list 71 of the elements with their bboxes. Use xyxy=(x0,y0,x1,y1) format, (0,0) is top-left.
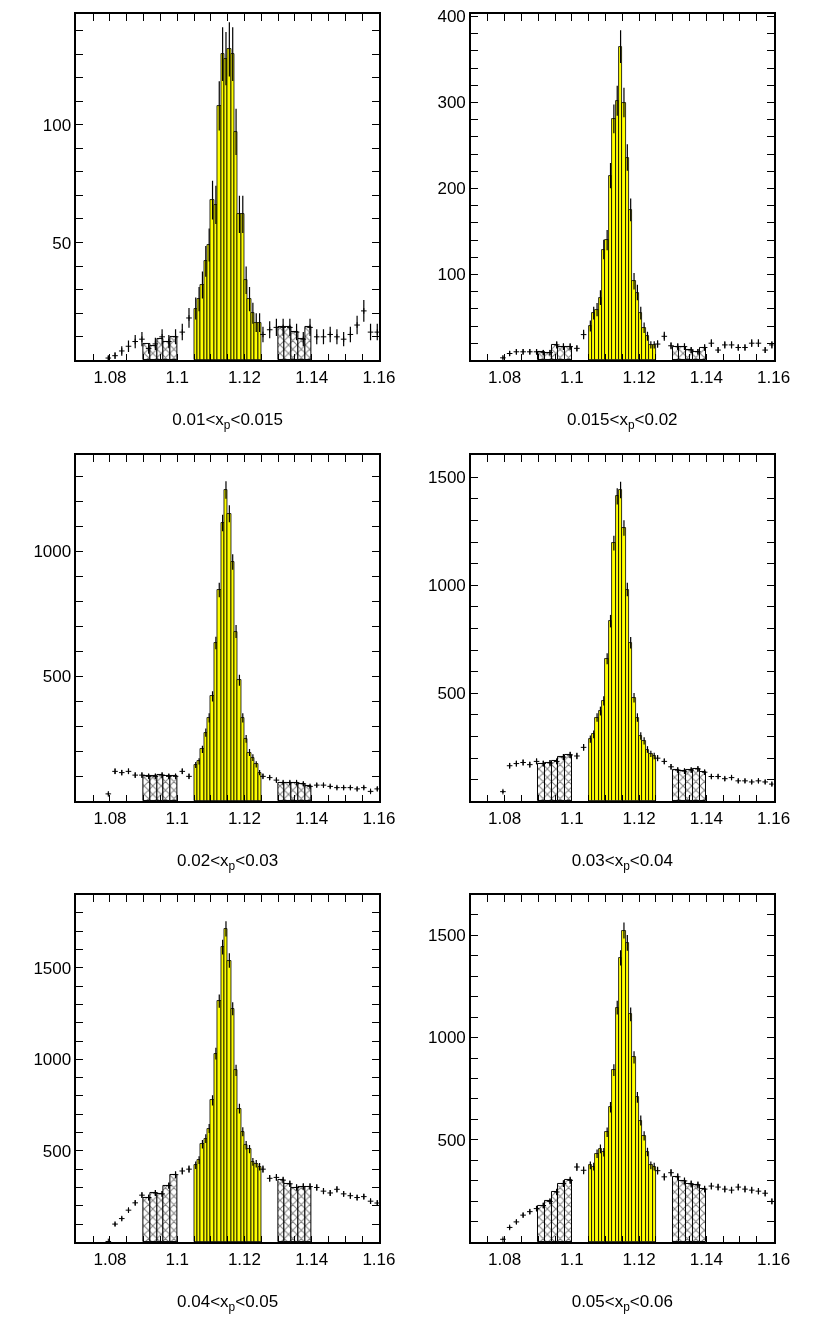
y-tick-label: 500 xyxy=(42,667,72,687)
x-tick-label: 1.16 xyxy=(757,1249,791,1269)
point xyxy=(286,324,294,331)
point xyxy=(266,326,273,334)
point xyxy=(279,324,287,331)
y-tick-label: 400 xyxy=(437,7,466,27)
x-tick-label: 1.08 xyxy=(488,808,522,828)
y-tick-label: 300 xyxy=(437,93,466,113)
x-tick-label: 1.16 xyxy=(362,1249,396,1269)
x-tick-label: 1.1 xyxy=(560,367,584,387)
x-tick-label: 1.08 xyxy=(93,808,127,828)
point xyxy=(340,335,347,343)
point xyxy=(178,328,186,336)
point xyxy=(185,314,193,322)
x-tick-label: 1.08 xyxy=(93,1249,127,1269)
x-tick-label: 1.1 xyxy=(165,367,190,387)
x-tick-label: 1.16 xyxy=(362,808,396,828)
point xyxy=(158,333,166,341)
x-tick-label: 1.12 xyxy=(622,1249,656,1269)
y-tick-label: 500 xyxy=(437,1130,466,1150)
y-tick-label: 500 xyxy=(437,684,466,704)
x-tick-label: 1.16 xyxy=(362,367,396,387)
y-tick-label: 100 xyxy=(437,265,466,285)
x-tick-label: 1.12 xyxy=(622,808,656,828)
x-tick-label: 1.14 xyxy=(689,1249,723,1269)
x-tick-label: 1.08 xyxy=(488,1249,522,1269)
x-tick-label: 1.1 xyxy=(560,1249,584,1269)
x-tick-label: 1.14 xyxy=(689,367,723,387)
point xyxy=(306,324,314,331)
y-tick-label: 500 xyxy=(42,1141,72,1161)
x-axis-title: 0.03<x$_{p}$<0.04 xyxy=(571,851,673,873)
y-tick-label: 1000 xyxy=(33,542,72,562)
y-tick-label: 1500 xyxy=(428,468,466,488)
point xyxy=(313,333,321,341)
point xyxy=(131,338,139,345)
x-tick-label: 1.12 xyxy=(227,1249,262,1269)
y-tick-label: 100 xyxy=(42,115,72,135)
point xyxy=(300,335,307,343)
y-tick-label: 1000 xyxy=(428,576,466,596)
point xyxy=(360,307,368,315)
x-axis-title: 0.015<x$_{p}$<0.02 xyxy=(566,410,678,433)
y-tick-label: 1000 xyxy=(428,1028,466,1048)
y-tick-label: 1000 xyxy=(33,1050,72,1070)
x-axis-title: 0.01<x$_{p}$<0.015 xyxy=(172,410,283,433)
x-axis-title: 0.05<x$_{p}$<0.06 xyxy=(571,1292,673,1314)
x-tick-label: 1.08 xyxy=(93,367,127,387)
x-tick-label: 1.14 xyxy=(295,808,329,828)
x-axis-title: 0.02<x$_{p}$<0.03 xyxy=(177,851,279,873)
point xyxy=(353,321,361,329)
point xyxy=(165,338,173,345)
y-tick-label: 1500 xyxy=(33,958,72,978)
x-tick-label: 1.1 xyxy=(560,808,584,828)
x-tick-label: 1.14 xyxy=(295,1249,329,1269)
x-axis-title: 0.04<x$_{p}$<0.05 xyxy=(177,1292,279,1314)
y-tick-label: 50 xyxy=(52,233,72,253)
x-tick-label: 1.14 xyxy=(689,808,723,828)
y-tick-label: 1500 xyxy=(428,926,466,946)
point xyxy=(333,333,341,341)
x-tick-label: 1.12 xyxy=(622,367,656,387)
point xyxy=(326,331,334,338)
x-tick-label: 1.12 xyxy=(227,367,262,387)
x-tick-label: 1.1 xyxy=(165,808,190,828)
x-tick-label: 1.16 xyxy=(757,808,791,828)
x-tick-label: 1.08 xyxy=(488,367,522,387)
y-tick-label: 200 xyxy=(437,179,466,199)
point xyxy=(373,328,379,336)
x-tick-label: 1.1 xyxy=(165,1249,190,1269)
x-tick-label: 1.14 xyxy=(295,367,329,387)
point xyxy=(138,335,146,343)
x-tick-label: 1.16 xyxy=(757,367,791,387)
x-tick-label: 1.12 xyxy=(227,808,262,828)
